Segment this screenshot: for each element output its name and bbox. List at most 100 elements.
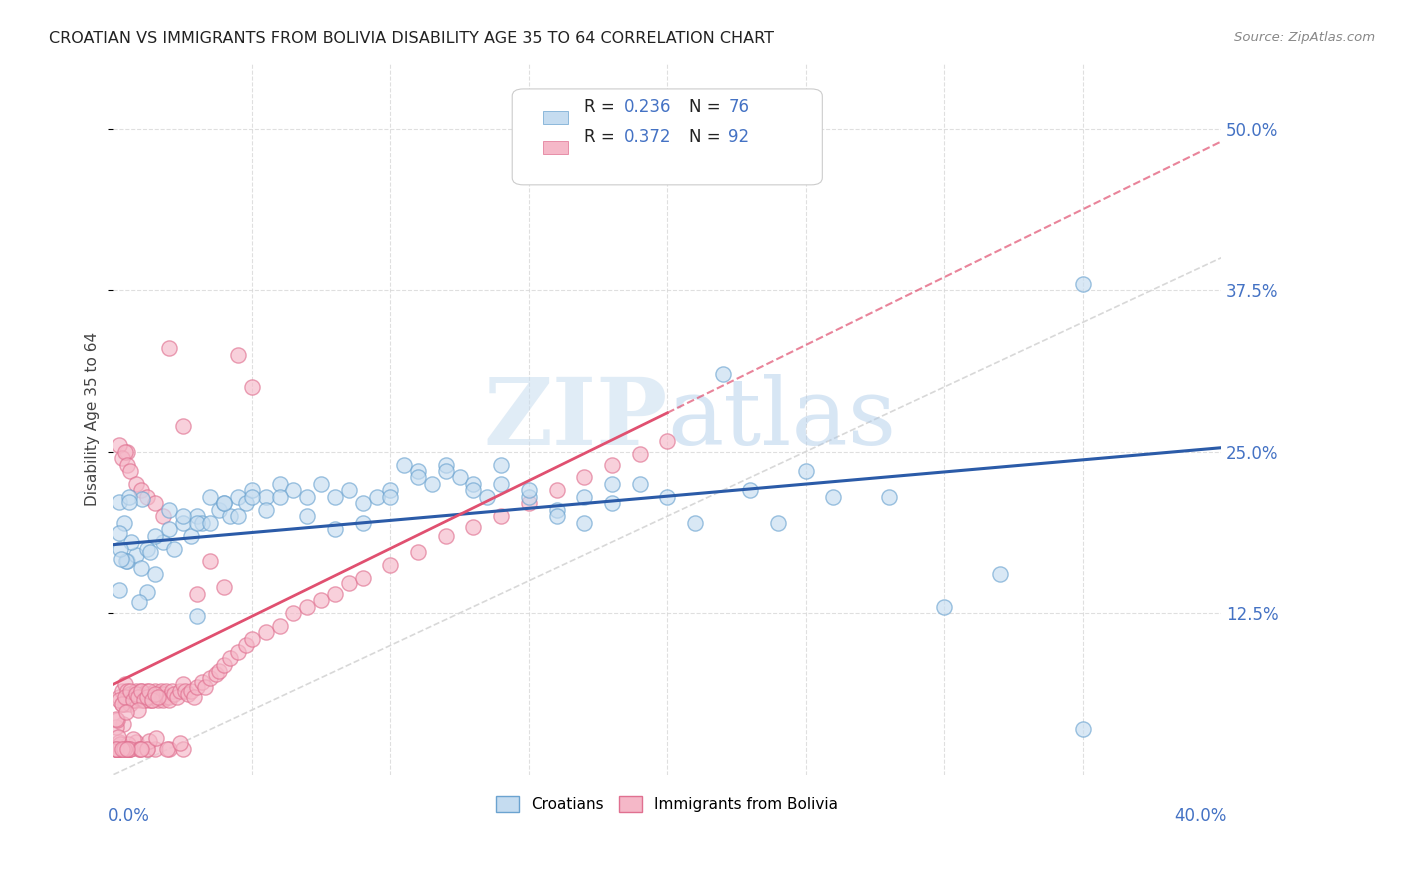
Point bbox=[323, 522, 346, 536]
Point bbox=[127, 688, 149, 702]
Point bbox=[1071, 277, 1094, 291]
Point bbox=[155, 683, 177, 698]
Point bbox=[118, 741, 141, 756]
Point bbox=[138, 683, 160, 698]
Point bbox=[269, 476, 291, 491]
Point bbox=[200, 490, 222, 504]
Point bbox=[169, 736, 191, 750]
Point bbox=[406, 545, 429, 559]
Point bbox=[600, 476, 623, 491]
Point bbox=[141, 692, 163, 706]
Point bbox=[131, 741, 153, 756]
Point bbox=[174, 683, 197, 698]
Point bbox=[124, 683, 146, 698]
Point bbox=[517, 490, 540, 504]
Point bbox=[141, 690, 163, 704]
Point bbox=[208, 502, 231, 516]
Point bbox=[160, 683, 183, 698]
Point bbox=[117, 692, 139, 706]
Text: 0.236: 0.236 bbox=[624, 98, 672, 116]
Point bbox=[183, 690, 205, 704]
Point bbox=[657, 434, 679, 449]
Point bbox=[129, 683, 152, 698]
Point bbox=[200, 516, 222, 530]
Point bbox=[157, 690, 180, 704]
Point bbox=[172, 516, 194, 530]
Point bbox=[186, 516, 208, 530]
Text: 76: 76 bbox=[728, 98, 749, 116]
Point bbox=[186, 609, 208, 624]
Point bbox=[766, 516, 789, 530]
Point bbox=[235, 496, 257, 510]
Point bbox=[254, 490, 277, 504]
Point bbox=[546, 483, 568, 498]
Point bbox=[117, 444, 139, 458]
Point bbox=[352, 571, 374, 585]
Point bbox=[683, 516, 706, 530]
Point bbox=[105, 741, 128, 756]
Point bbox=[105, 720, 128, 734]
Point bbox=[112, 516, 135, 530]
Point bbox=[118, 741, 141, 756]
Point bbox=[143, 741, 166, 756]
Point bbox=[366, 490, 388, 504]
Point bbox=[143, 528, 166, 542]
Point bbox=[463, 483, 485, 498]
Point bbox=[191, 516, 214, 530]
Point bbox=[135, 490, 157, 504]
Point bbox=[108, 692, 131, 706]
Point bbox=[143, 496, 166, 510]
Point bbox=[180, 683, 202, 698]
Point bbox=[135, 690, 157, 704]
Point bbox=[157, 522, 180, 536]
Point bbox=[226, 509, 249, 524]
Point bbox=[352, 516, 374, 530]
FancyBboxPatch shape bbox=[512, 89, 823, 185]
Point bbox=[143, 688, 166, 702]
Point bbox=[108, 582, 131, 597]
Point bbox=[463, 476, 485, 491]
Point bbox=[115, 741, 138, 756]
Point bbox=[380, 558, 402, 573]
Text: atlas: atlas bbox=[668, 375, 897, 465]
Point bbox=[124, 548, 146, 562]
Point bbox=[574, 490, 596, 504]
Point bbox=[108, 690, 131, 704]
Point bbox=[283, 483, 305, 498]
Legend: Croatians, Immigrants from Bolivia: Croatians, Immigrants from Bolivia bbox=[491, 790, 845, 818]
Point bbox=[146, 692, 169, 706]
Point bbox=[136, 741, 159, 756]
Point bbox=[128, 595, 150, 609]
Point bbox=[240, 380, 263, 394]
Point bbox=[406, 464, 429, 478]
Point bbox=[107, 730, 129, 744]
Point bbox=[152, 692, 174, 706]
Point bbox=[254, 502, 277, 516]
Point bbox=[122, 692, 145, 706]
Text: ZIP: ZIP bbox=[484, 375, 668, 465]
Point bbox=[110, 541, 132, 556]
Point bbox=[149, 690, 172, 704]
Point bbox=[205, 666, 228, 681]
Point bbox=[129, 483, 152, 498]
Point bbox=[114, 705, 136, 719]
Point bbox=[186, 680, 208, 694]
Point bbox=[172, 741, 194, 756]
Point bbox=[122, 690, 145, 704]
Point bbox=[146, 690, 169, 704]
Point bbox=[489, 509, 512, 524]
Point bbox=[163, 688, 186, 702]
Point bbox=[191, 674, 214, 689]
Point bbox=[132, 688, 155, 702]
Point bbox=[186, 587, 208, 601]
Point bbox=[117, 683, 139, 698]
Point bbox=[574, 516, 596, 530]
Point bbox=[711, 367, 734, 381]
Point bbox=[157, 341, 180, 355]
Point bbox=[127, 690, 149, 704]
Point bbox=[392, 458, 415, 472]
Point bbox=[114, 677, 136, 691]
Point bbox=[489, 476, 512, 491]
Point bbox=[152, 509, 174, 524]
Point bbox=[108, 741, 131, 756]
